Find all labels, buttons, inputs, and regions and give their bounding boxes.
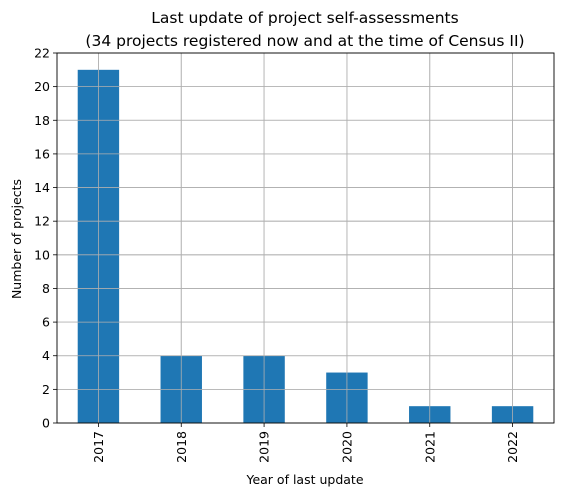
x-tick-label-2021: 2021: [422, 431, 437, 463]
y-tick-label: 10: [34, 247, 50, 262]
y-tick-label: 22: [34, 46, 50, 61]
x-tick-label-2022: 2022: [505, 431, 520, 463]
y-tick-label: 0: [42, 416, 50, 431]
chart-title: Last update of project self-assessments: [151, 9, 458, 27]
y-tick-label: 18: [34, 113, 50, 128]
y-tick-label: 16: [34, 146, 50, 161]
bars: [57, 52, 554, 424]
x-tick-label-2020: 2020: [339, 431, 354, 463]
x-axis-label: Year of last update: [245, 472, 363, 487]
x-tick-label-2018: 2018: [174, 431, 189, 463]
y-tick-label: 20: [34, 79, 50, 94]
y-tick-label: 12: [34, 214, 50, 229]
y-tick-label: 8: [42, 281, 50, 296]
y-tick-label: 6: [42, 315, 50, 330]
x-tick-label-2019: 2019: [257, 431, 272, 463]
x-tick-label-2017: 2017: [91, 431, 106, 463]
y-tick-label: 2: [42, 382, 50, 397]
plot-frame: [56, 52, 555, 424]
y-tick-label: 14: [34, 180, 50, 195]
y-axis-label: Number of projects: [9, 179, 24, 299]
y-tick-label: 4: [42, 348, 50, 363]
chart-subtitle: (34 projects registered now and at the t…: [85, 32, 524, 50]
grid-lines: [57, 52, 554, 424]
